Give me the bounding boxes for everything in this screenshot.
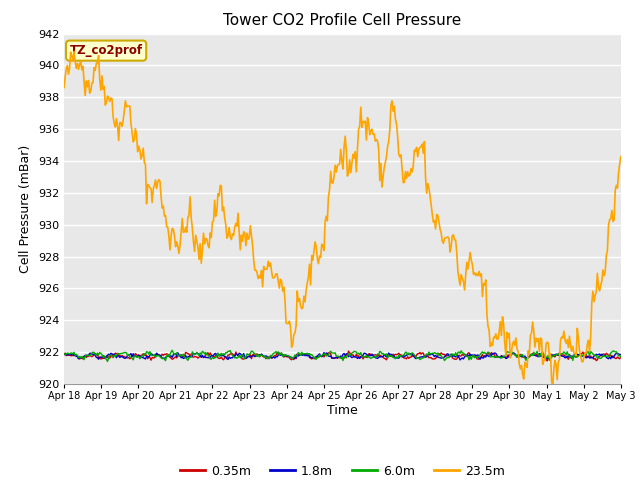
Y-axis label: Cell Pressure (mBar): Cell Pressure (mBar)	[19, 144, 32, 273]
Title: Tower CO2 Profile Cell Pressure: Tower CO2 Profile Cell Pressure	[223, 13, 461, 28]
Legend: 0.35m, 1.8m, 6.0m, 23.5m: 0.35m, 1.8m, 6.0m, 23.5m	[175, 460, 510, 480]
X-axis label: Time: Time	[327, 404, 358, 417]
Text: TZ_co2prof: TZ_co2prof	[70, 44, 143, 57]
